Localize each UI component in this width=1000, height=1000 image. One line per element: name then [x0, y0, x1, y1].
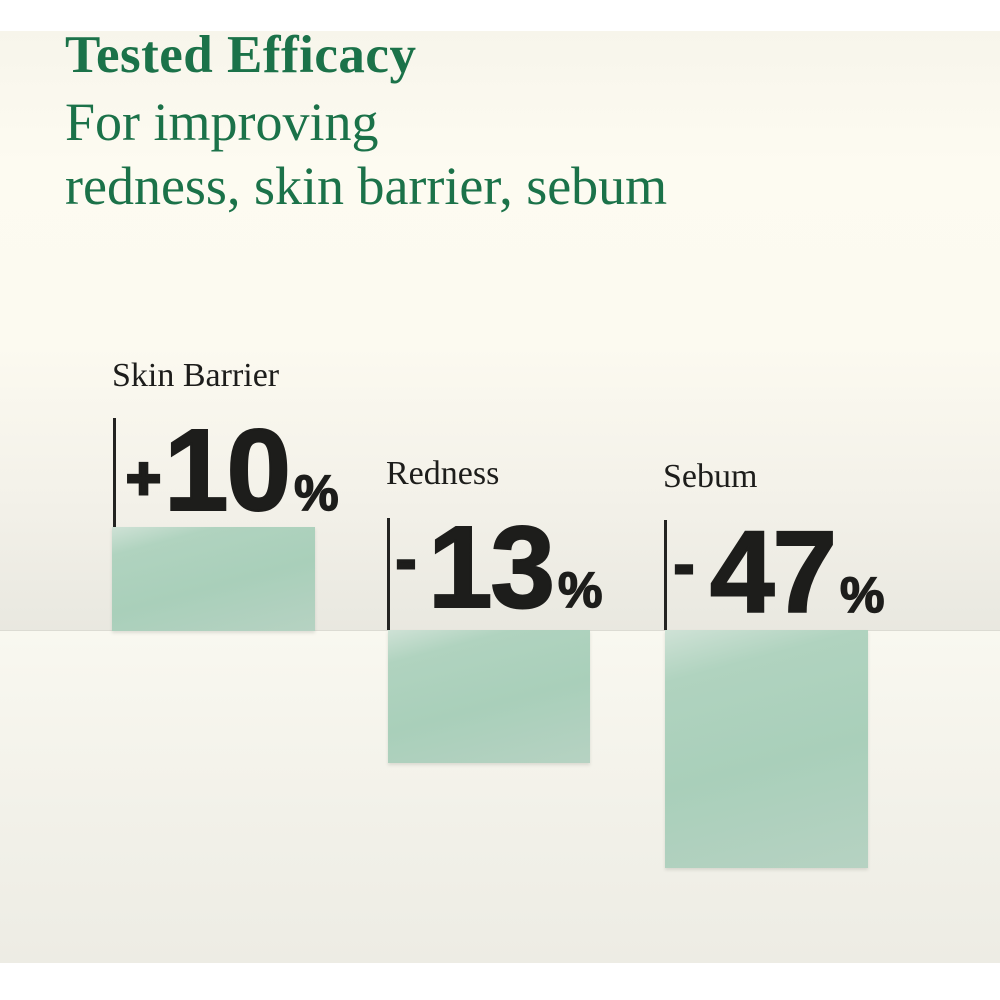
- metric-sign: -: [673, 531, 696, 598]
- metric-bar: [665, 630, 868, 868]
- metric-percent: %: [293, 465, 339, 521]
- metric-percent: %: [839, 567, 885, 623]
- subtitle-line-2: redness, skin barrier, sebum: [65, 156, 668, 216]
- metric-value: - 13 %: [395, 502, 604, 632]
- axis-tick-line: [664, 520, 667, 630]
- metric-label: Redness: [386, 455, 500, 492]
- metric-label: Skin Barrier: [112, 357, 280, 394]
- axis-tick-line: [113, 418, 116, 527]
- metric-sign: +: [124, 445, 162, 512]
- subtitle-line-1: For improving: [65, 92, 379, 152]
- metric-number: 13: [427, 502, 556, 632]
- axis-tick-line: [387, 518, 390, 630]
- metric-label: Sebum: [663, 458, 758, 495]
- metric-number: 10: [163, 405, 292, 535]
- metric-percent: %: [557, 562, 603, 618]
- metric-bar: [388, 630, 590, 763]
- page-title: Tested Efficacy: [65, 26, 417, 84]
- metric-value: - 47 %: [673, 507, 886, 637]
- metric-bar: [112, 527, 315, 631]
- metric-number: 47: [709, 507, 838, 637]
- top-white-strip: [0, 0, 1000, 31]
- metric-sign: -: [395, 526, 418, 593]
- page-subtitle: For improving redness, skin barrier, seb…: [65, 90, 667, 218]
- bottom-white-strip: [0, 963, 1000, 1000]
- metric-value: + 10 %: [124, 405, 339, 535]
